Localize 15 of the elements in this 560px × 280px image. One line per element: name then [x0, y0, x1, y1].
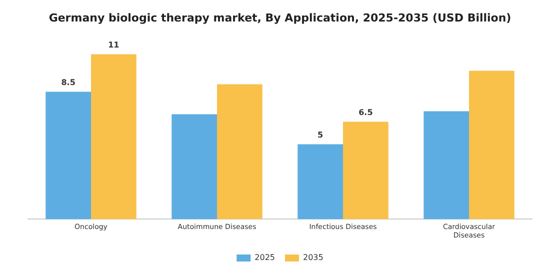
bar [217, 84, 262, 220]
legend-label: 2035 [303, 253, 324, 262]
data-label: 8.5 [61, 78, 76, 87]
data-label: 5 [318, 130, 324, 140]
bar [469, 70, 514, 220]
legend-label: 2025 [254, 253, 275, 262]
bar [424, 111, 469, 220]
data-label: 6.5 [358, 108, 374, 117]
chart-title: Germany biologic therapy market, By Application, 2025-2035 (USD Billion) [48, 11, 512, 24]
bar [91, 54, 136, 220]
data-label: 11 [108, 40, 120, 50]
bar [298, 144, 343, 220]
bar [172, 114, 217, 220]
bar [343, 122, 388, 220]
bar [46, 92, 91, 220]
